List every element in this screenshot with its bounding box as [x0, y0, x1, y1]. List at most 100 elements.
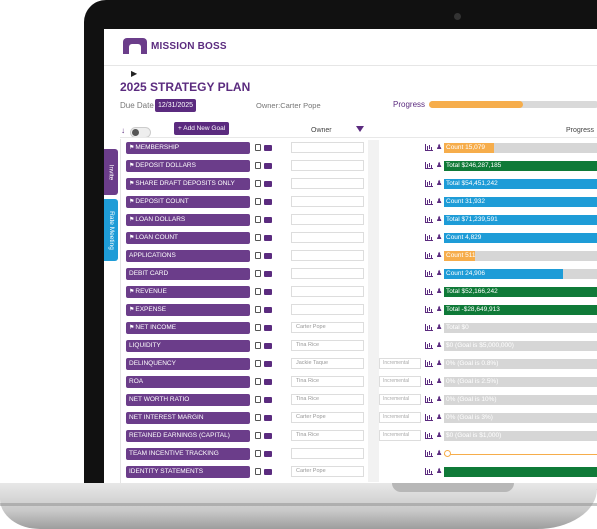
bar-chart-icon[interactable] [425, 468, 433, 475]
bar-chart-icon[interactable] [425, 234, 433, 241]
people-icon[interactable]: ♟ [436, 180, 443, 187]
people-icon[interactable]: ♟ [436, 144, 443, 151]
owner-field[interactable]: Tina Rice [291, 394, 364, 405]
people-icon[interactable]: ♟ [436, 432, 443, 439]
tab-rate-meeting[interactable]: Rate Meeting [104, 199, 118, 261]
folder-icon[interactable] [264, 163, 272, 169]
owner-field[interactable] [291, 268, 364, 279]
bar-chart-icon[interactable] [425, 432, 433, 439]
bar-chart-icon[interactable] [425, 270, 433, 277]
note-icon[interactable] [255, 198, 261, 205]
owner-field[interactable] [291, 178, 364, 189]
goal-button[interactable]: DELINQUENCY [126, 358, 250, 370]
people-icon[interactable]: ♟ [436, 360, 443, 367]
bar-chart-icon[interactable] [425, 396, 433, 403]
tab-invite[interactable]: Invite [104, 149, 118, 195]
note-icon[interactable] [255, 342, 261, 349]
goal-button[interactable]: ⚑REVENUE [126, 286, 250, 298]
goal-button[interactable]: LIQUIDITY [126, 340, 250, 352]
incremental-field[interactable]: Incremental [379, 394, 421, 405]
people-icon[interactable]: ♟ [436, 306, 443, 313]
owner-field[interactable]: Jackie Taque [291, 358, 364, 369]
goal-button[interactable]: ⚑DEPOSIT COUNT [126, 196, 250, 208]
goal-button[interactable]: ⚑SHARE DRAFT DEPOSITS ONLY [126, 178, 250, 190]
bar-chart-icon[interactable] [425, 414, 433, 421]
people-icon[interactable]: ♟ [436, 288, 443, 295]
folder-icon[interactable] [264, 235, 272, 241]
progress-slider-knob[interactable] [444, 450, 451, 457]
goal-button[interactable]: ⚑EXPENSE [126, 304, 250, 316]
owner-field[interactable] [291, 142, 364, 153]
note-icon[interactable] [255, 324, 261, 331]
people-icon[interactable]: ♟ [436, 198, 443, 205]
bar-chart-icon[interactable] [425, 180, 433, 187]
folder-icon[interactable] [264, 379, 272, 385]
owner-field[interactable] [291, 196, 364, 207]
folder-icon[interactable] [264, 433, 272, 439]
people-icon[interactable]: ♟ [436, 270, 443, 277]
people-icon[interactable]: ♟ [436, 342, 443, 349]
owner-field[interactable]: Tina Rice [291, 340, 364, 351]
folder-icon[interactable] [264, 361, 272, 367]
people-icon[interactable]: ♟ [436, 414, 443, 421]
bar-chart-icon[interactable] [425, 288, 433, 295]
note-icon[interactable] [255, 252, 261, 259]
folder-icon[interactable] [264, 253, 272, 259]
incremental-field[interactable]: Incremental [379, 430, 421, 441]
owner-field[interactable]: Tina Rice [291, 376, 364, 387]
due-date-value[interactable]: 12/31/2025 [155, 99, 197, 112]
note-icon[interactable] [255, 468, 261, 475]
owner-field[interactable] [291, 214, 364, 225]
folder-icon[interactable] [264, 181, 272, 187]
note-icon[interactable] [255, 144, 261, 151]
people-icon[interactable]: ♟ [436, 252, 443, 259]
folder-icon[interactable] [264, 397, 272, 403]
note-icon[interactable] [255, 306, 261, 313]
bar-chart-icon[interactable] [425, 144, 433, 151]
people-icon[interactable]: ♟ [436, 162, 443, 169]
bar-chart-icon[interactable] [425, 216, 433, 223]
folder-icon[interactable] [264, 271, 272, 277]
goal-button[interactable]: ⚑MEMBERSHIP [126, 142, 250, 154]
goal-button[interactable]: DEBIT CARD [126, 268, 250, 280]
goal-button[interactable]: NET INTEREST MARGIN [126, 412, 250, 424]
goal-button[interactable]: RETAINED EARNINGS (CAPITAL) [126, 430, 250, 442]
goal-button[interactable]: ⚑DEPOSIT DOLLARS [126, 160, 250, 172]
people-icon[interactable]: ♟ [436, 216, 443, 223]
bar-chart-icon[interactable] [425, 162, 433, 169]
bar-chart-icon[interactable] [425, 360, 433, 367]
bar-chart-icon[interactable] [425, 450, 433, 457]
note-icon[interactable] [255, 396, 261, 403]
people-icon[interactable]: ♟ [436, 450, 443, 457]
people-icon[interactable]: ♟ [436, 468, 443, 475]
bar-chart-icon[interactable] [425, 198, 433, 205]
note-icon[interactable] [255, 234, 261, 241]
incremental-field[interactable]: Incremental [379, 412, 421, 423]
incremental-field[interactable]: Incremental [379, 376, 421, 387]
owner-field[interactable]: Tina Rice [291, 430, 364, 441]
owner-field[interactable]: Carter Pope [291, 466, 364, 477]
owner-field[interactable] [291, 448, 364, 459]
note-icon[interactable] [255, 180, 261, 187]
note-icon[interactable] [255, 414, 261, 421]
folder-icon[interactable] [264, 199, 272, 205]
folder-icon[interactable] [264, 307, 272, 313]
goal-button[interactable]: ⚑LOAN DOLLARS [126, 214, 250, 226]
owner-field[interactable] [291, 232, 364, 243]
owner-field[interactable] [291, 304, 364, 315]
progress-slider-track[interactable] [444, 454, 597, 455]
goal-button[interactable]: ROA [126, 376, 250, 388]
note-icon[interactable] [255, 378, 261, 385]
folder-icon[interactable] [264, 325, 272, 331]
note-icon[interactable] [255, 450, 261, 457]
folder-icon[interactable] [264, 451, 272, 457]
folder-icon[interactable] [264, 217, 272, 223]
goal-button[interactable]: IDENTITY STATEMENTS [126, 466, 250, 478]
people-icon[interactable]: ♟ [436, 324, 443, 331]
folder-icon[interactable] [264, 343, 272, 349]
brand-logo[interactable]: MISSION BOSS [123, 38, 227, 54]
people-icon[interactable]: ♟ [436, 378, 443, 385]
owner-field[interactable] [291, 250, 364, 261]
owner-field[interactable] [291, 160, 364, 171]
goal-button[interactable]: APPLICATIONS [126, 250, 250, 262]
